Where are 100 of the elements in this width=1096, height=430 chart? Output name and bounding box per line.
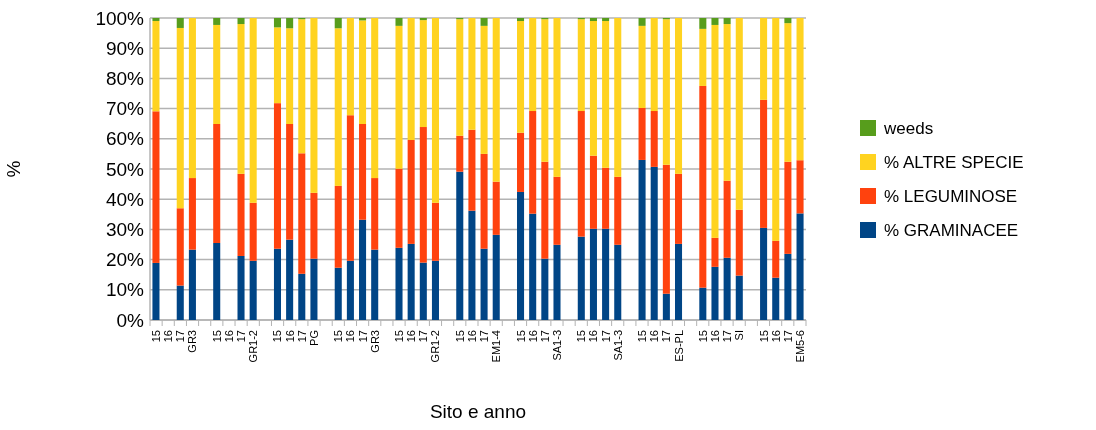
bar	[638, 18, 646, 26]
bar	[735, 275, 743, 320]
bar	[298, 153, 306, 274]
x-tick-label: 15	[514, 330, 527, 343]
bar	[772, 277, 780, 320]
bar	[346, 115, 354, 261]
bar	[176, 285, 184, 320]
bar	[152, 21, 160, 112]
bar	[419, 18, 427, 21]
bar	[334, 267, 342, 320]
y-tick-label: 40%	[105, 188, 145, 210]
y-tick-label: 90%	[105, 37, 145, 59]
y-tick-label: 100%	[95, 7, 145, 29]
bar	[431, 202, 439, 261]
bar	[529, 18, 537, 112]
bar	[419, 127, 427, 263]
legend-label: % GRAMINACEE	[884, 220, 1019, 240]
bar	[553, 244, 561, 320]
bar	[517, 21, 525, 133]
bar	[589, 21, 597, 156]
bar	[723, 24, 731, 181]
bar	[614, 176, 622, 245]
x-tick-label: 17	[599, 330, 612, 343]
bar	[662, 164, 670, 294]
x-tick-label: GR3	[186, 330, 199, 353]
x-tick-label: EM1-4	[490, 330, 503, 363]
x-tick-label: 15	[453, 330, 466, 343]
bar	[213, 242, 221, 320]
y-tick-label: 70%	[105, 98, 145, 120]
bar	[541, 258, 549, 320]
bar	[395, 25, 403, 169]
bar	[468, 210, 476, 320]
bar	[723, 18, 731, 25]
bar	[529, 111, 537, 214]
x-tick-label: 17	[356, 330, 369, 343]
bar	[480, 25, 488, 154]
bar	[213, 24, 221, 124]
bar	[431, 18, 439, 203]
bar	[760, 18, 768, 100]
bar	[650, 166, 658, 320]
bar	[213, 124, 221, 243]
bar	[176, 208, 184, 286]
bar	[699, 287, 707, 320]
bar	[772, 240, 780, 278]
y-axis-title: %	[3, 160, 24, 178]
bar	[286, 28, 294, 124]
x-tick-label: 15	[332, 330, 345, 343]
bar	[589, 155, 597, 229]
legend-label: % ALTRE SPECIE	[884, 152, 1024, 172]
x-tick-label: PG	[307, 330, 320, 346]
bar	[249, 202, 257, 261]
bar	[492, 181, 500, 235]
x-tick-label: 17	[235, 330, 248, 343]
bar	[553, 176, 561, 245]
x-axis-title: Sito e anno	[429, 401, 527, 422]
bar	[456, 19, 464, 136]
bar	[492, 18, 500, 182]
bar	[699, 28, 707, 86]
y-tick-label: 30%	[105, 219, 145, 241]
x-tick-label: GR3	[368, 330, 381, 353]
bar	[480, 18, 488, 26]
bar	[419, 20, 427, 128]
bar	[152, 111, 160, 263]
x-tick-label: 15	[636, 330, 649, 343]
bar	[346, 18, 354, 116]
bar	[310, 258, 318, 320]
bar	[286, 124, 294, 240]
bar	[188, 18, 196, 179]
x-tick-label: GR1-2	[247, 330, 260, 363]
bar	[541, 19, 549, 162]
x-tick-label: 16	[344, 330, 357, 343]
x-tick-label: 16	[162, 330, 175, 343]
bar	[480, 153, 488, 249]
x-tick-label: 16	[587, 330, 600, 343]
bar	[784, 161, 792, 254]
bar	[662, 293, 670, 320]
bar	[723, 180, 731, 258]
bar	[188, 249, 196, 320]
bar	[517, 191, 525, 320]
bar	[480, 248, 488, 320]
x-tick-label: ES-PL	[672, 330, 685, 362]
y-tick-label: 10%	[105, 279, 145, 301]
bar	[359, 20, 367, 124]
x-tick-label: 16	[405, 330, 418, 343]
bar	[359, 124, 367, 220]
bar	[273, 248, 282, 320]
bar	[371, 178, 379, 250]
bar	[237, 18, 245, 25]
bar	[796, 213, 804, 320]
bar	[517, 132, 525, 192]
x-tick-label: 17	[660, 330, 673, 343]
bar	[431, 260, 439, 320]
bar	[517, 18, 525, 22]
bar	[711, 18, 719, 25]
bar	[249, 260, 257, 320]
bar	[334, 28, 342, 186]
bar	[650, 18, 658, 112]
bar	[602, 167, 610, 229]
x-tick-label: EM5-6	[794, 330, 807, 363]
x-tick-label: 16	[708, 330, 721, 343]
